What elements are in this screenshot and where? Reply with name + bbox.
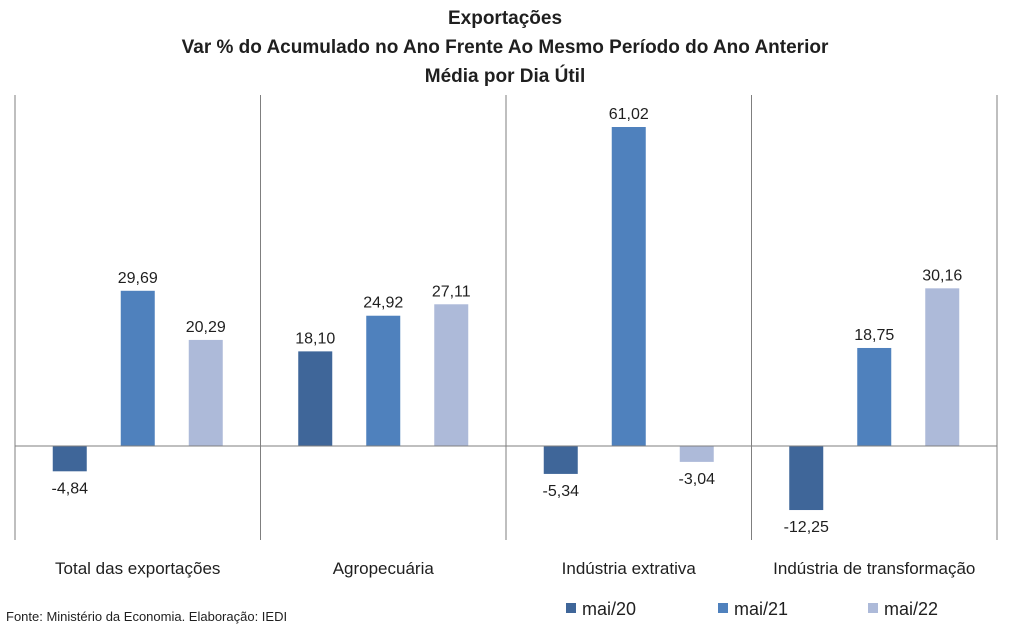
bar bbox=[366, 315, 401, 446]
data-label: 20,29 bbox=[186, 319, 226, 336]
data-label: -3,04 bbox=[679, 471, 716, 488]
legend-swatch bbox=[566, 603, 576, 613]
bar bbox=[925, 288, 960, 446]
bar bbox=[120, 290, 155, 446]
bar bbox=[611, 127, 646, 446]
data-label: 27,11 bbox=[432, 283, 471, 300]
source-note: Fonte: Ministério da Economia. Elaboraçã… bbox=[6, 609, 287, 624]
data-label: 24,92 bbox=[363, 295, 403, 312]
bar bbox=[298, 351, 333, 446]
plot-area: -4,84 29,69 20,29 Total das exportações 18,1… bbox=[14, 95, 998, 578]
category-label: Indústria extrativa bbox=[562, 559, 697, 578]
chart-subtitle-line-1: Var % do Acumulado no Ano Frente Ao Mesm… bbox=[182, 37, 829, 58]
bar bbox=[188, 339, 223, 446]
bar bbox=[679, 446, 714, 462]
chart-subtitle-line-2: Média por Dia Útil bbox=[425, 65, 585, 87]
bar bbox=[52, 446, 87, 472]
legend-label: mai/20 bbox=[582, 599, 636, 619]
legend: mai/20 mai/21 mai/22 bbox=[566, 599, 938, 619]
bar bbox=[543, 446, 578, 474]
data-label: 29,69 bbox=[118, 270, 158, 287]
category-label: Indústria de transformação bbox=[773, 559, 975, 578]
legend-swatch bbox=[718, 603, 728, 613]
bar bbox=[857, 347, 892, 446]
bar bbox=[789, 446, 824, 511]
category-label: Agropecuária bbox=[333, 559, 435, 578]
data-label: 30,16 bbox=[922, 267, 962, 284]
legend-label: mai/22 bbox=[884, 599, 938, 619]
chart-title: Exportações bbox=[448, 8, 562, 29]
legend-swatch bbox=[868, 603, 878, 613]
category-label: Total das exportações bbox=[55, 559, 220, 578]
data-label: -4,84 bbox=[52, 480, 89, 497]
bar bbox=[434, 304, 469, 446]
data-label: 18,75 bbox=[854, 327, 894, 344]
data-label: 18,10 bbox=[295, 330, 335, 347]
data-label: -5,34 bbox=[543, 483, 580, 500]
data-label: 61,02 bbox=[609, 106, 649, 123]
legend-label: mai/21 bbox=[734, 599, 788, 619]
data-label: -12,25 bbox=[784, 519, 829, 536]
